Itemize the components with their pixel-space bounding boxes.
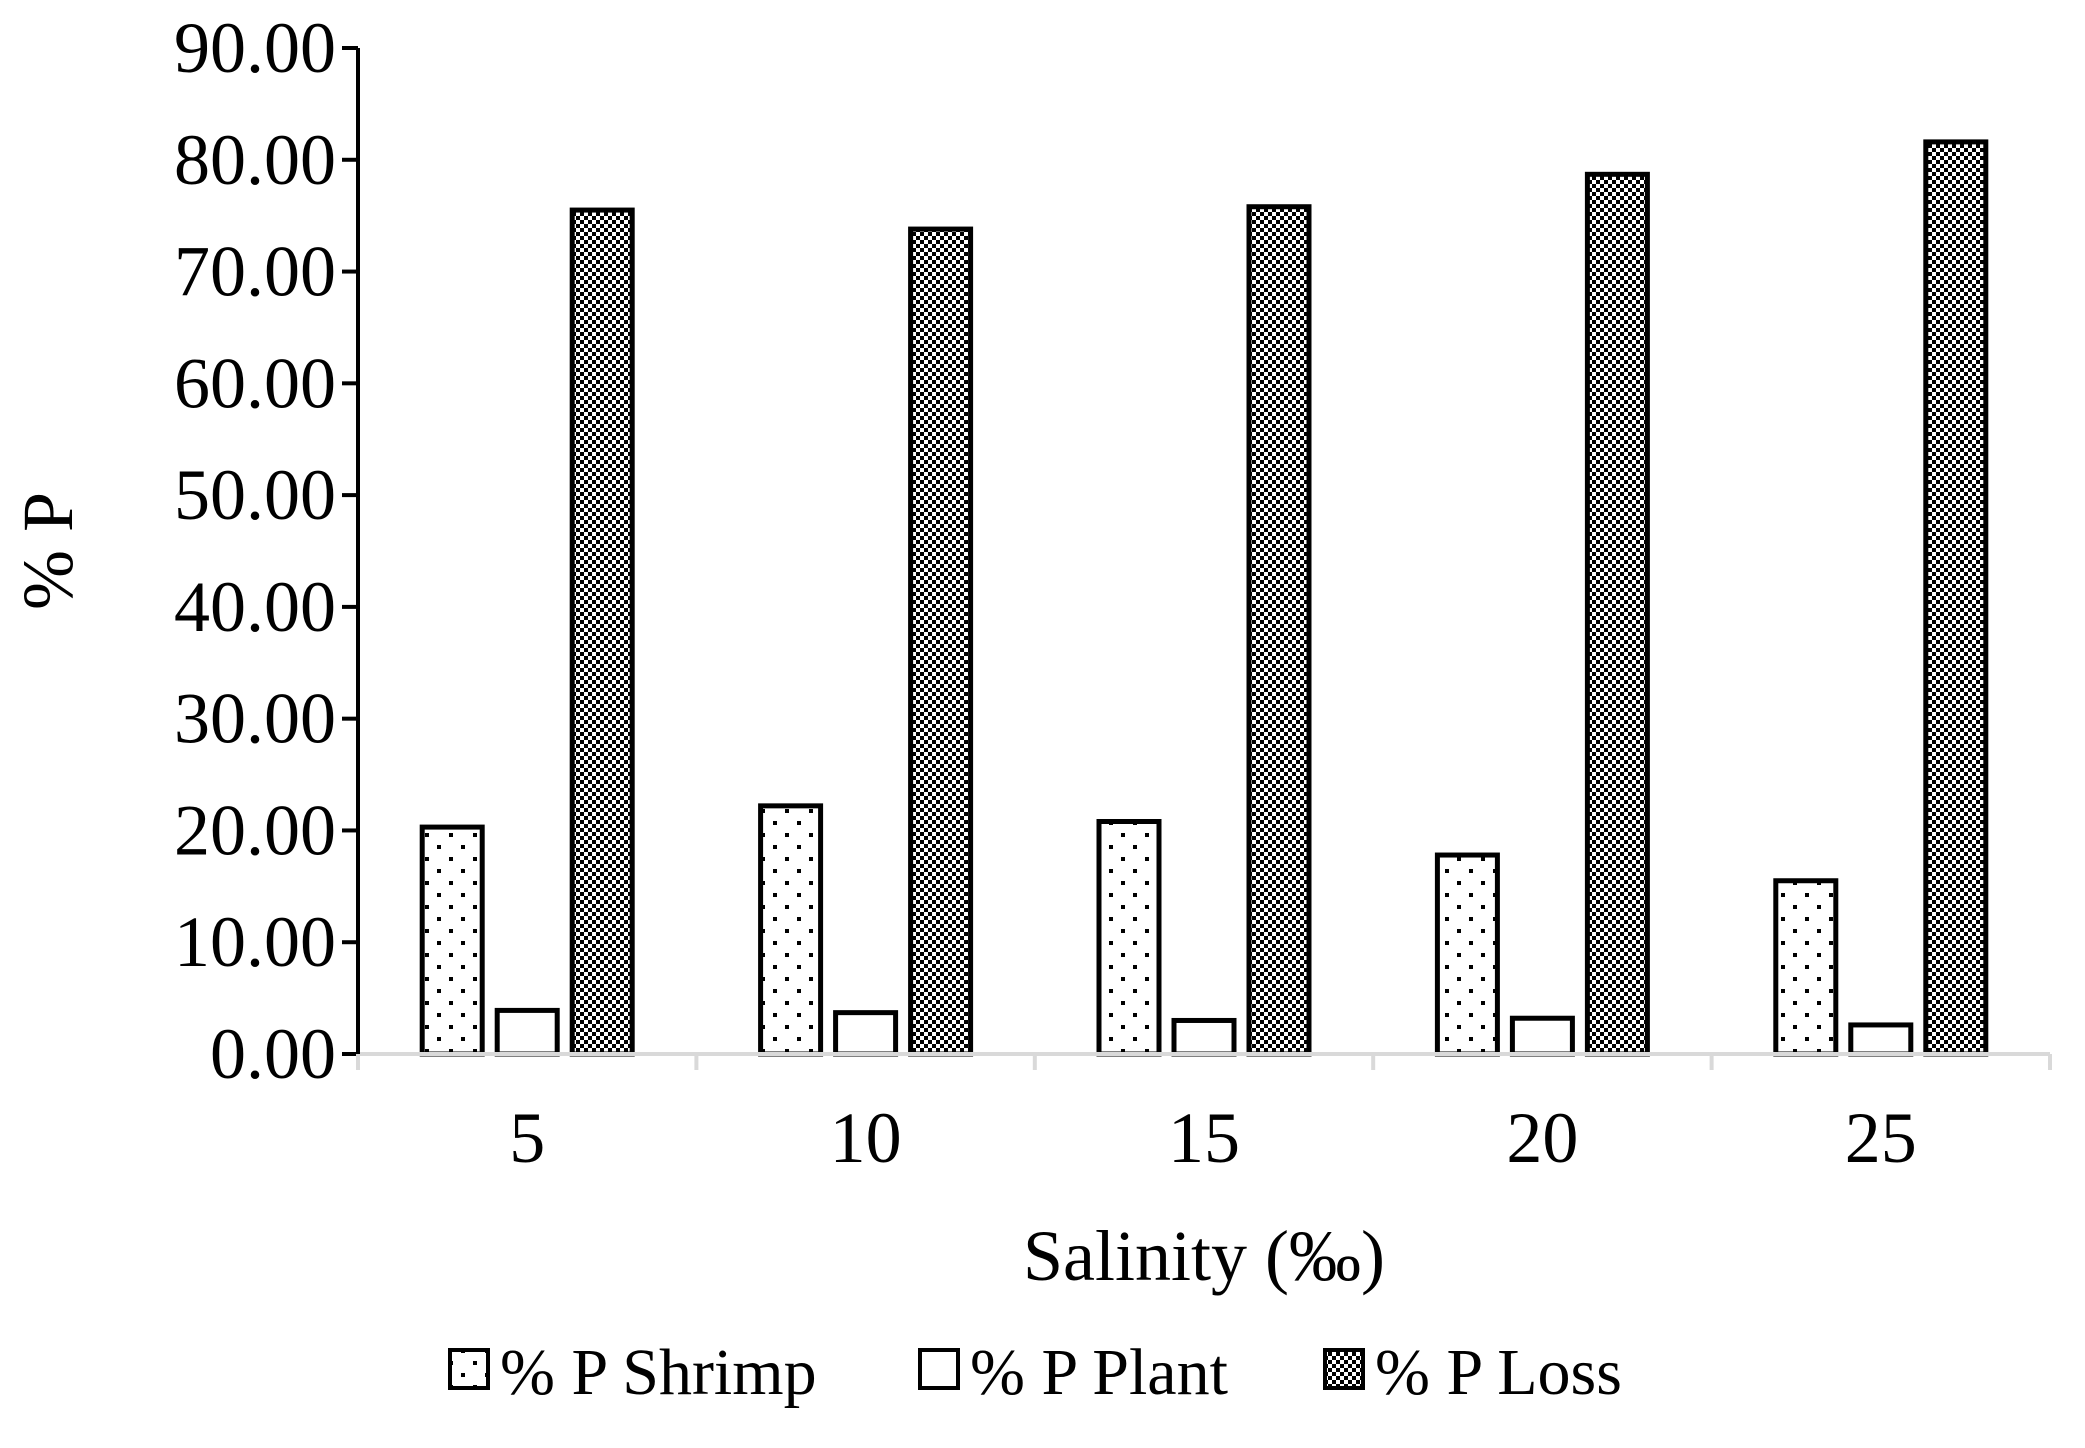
bar-checker-5 [569,207,635,1057]
legend-label: % P Plant [970,1336,1228,1409]
y-axis-title: % P [8,492,88,610]
bar-none-25 [1848,1022,1914,1057]
y-tick-label: 0.00 [210,1014,336,1094]
y-tick-label: 30.00 [174,679,336,759]
y-tick-label: 60.00 [174,343,336,423]
y-tick-label: 90.00 [174,8,336,88]
bars [419,139,1989,1057]
legend-swatch [1323,1348,1365,1390]
x-axis-title: Salinity (‰) [1023,1216,1385,1296]
x-tick-label: 20 [1506,1098,1578,1178]
bar-none-10 [833,1010,899,1057]
bar-dots-25 [1773,878,1839,1057]
legend: % P Shrimp % P Plant % P Loss [448,1336,1622,1409]
legend-swatch [448,1348,490,1390]
y-tick-label: 70.00 [174,232,336,312]
y-axis-ticks: 0.00 10.00 20.00 30.00 40.00 50.00 60.00 70.00 8… [174,8,358,1094]
legend-swatch [918,1348,960,1390]
x-axis: 5 10 15 20 25 [356,1052,2052,1178]
bar-dots-20 [1434,852,1500,1057]
bar-none-20 [1509,1015,1575,1057]
bar-dots-15 [1096,819,1162,1057]
legend-label: % P Loss [1375,1336,1622,1409]
bar-dots-10 [758,803,824,1057]
bar-none-5 [494,1007,560,1057]
y-tick-label: 10.00 [174,902,336,982]
bar-checker-25 [1923,139,1989,1057]
y-tick-label: 80.00 [174,120,336,200]
bar-checker-20 [1584,171,1650,1057]
bar-checker-10 [908,226,974,1057]
x-tick-label: 10 [830,1098,902,1178]
x-tick-label: 15 [1168,1098,1240,1178]
bar-dots-5 [419,824,485,1057]
bar-none-15 [1171,1017,1237,1057]
y-tick-label: 20.00 [174,790,336,870]
bar-checker-15 [1246,204,1312,1057]
x-tick-label: 25 [1845,1098,1917,1178]
x-tick-label: 5 [509,1098,545,1178]
y-tick-label: 50.00 [174,455,336,535]
legend-label: % P Shrimp [500,1336,817,1409]
y-tick-label: 40.00 [174,567,336,647]
